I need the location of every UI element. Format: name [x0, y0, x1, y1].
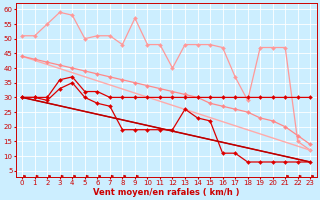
X-axis label: Vent moyen/en rafales ( km/h ): Vent moyen/en rafales ( km/h ) [93, 188, 239, 197]
